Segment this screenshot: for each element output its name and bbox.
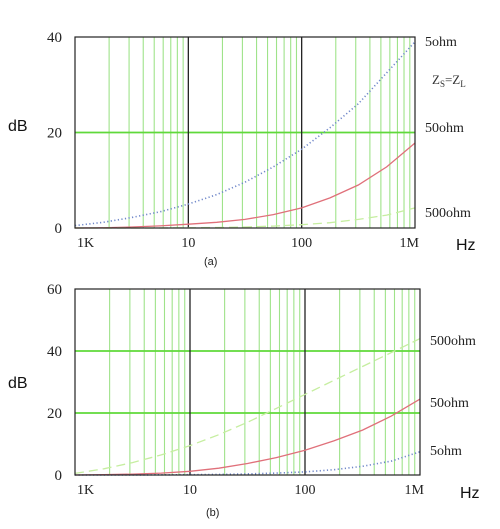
x-tick-label: 1K (77, 236, 94, 251)
series-label-5ohm: 5ohm (425, 35, 457, 50)
y-tick-label: 60 (47, 282, 62, 298)
series-label-500ohm: 500ohm (425, 206, 471, 221)
series-labels-a: 5ohm 50ohm 500ohm (425, 35, 471, 221)
y-tick-label: 40 (47, 344, 62, 360)
series-line-500ohm (74, 338, 421, 475)
panel-label-b: (b) (206, 507, 219, 519)
series-label-50ohm: 50ohm (430, 396, 469, 411)
annot-sub-l: L (460, 79, 466, 89)
plot-frame-b (74, 288, 421, 476)
y-axis-label-b: dB (8, 375, 28, 392)
panel-label-a: (a) (204, 256, 217, 268)
impedance-annotation: ZS=ZL (432, 72, 466, 89)
grid-a (75, 37, 415, 228)
x-tick-label: 10 (183, 483, 197, 498)
x-tick-label: 10 (181, 236, 195, 251)
series-line-5ohm (74, 41, 416, 227)
series-line-50ohm (74, 142, 416, 229)
series-labels-b: 500ohm 50ohm 5ohm (430, 334, 476, 459)
series-line-50ohm (74, 398, 421, 476)
y-tick-label: 20 (47, 406, 62, 422)
y-ticks-b: 0 20 40 60 (47, 282, 62, 484)
y-tick-label: 20 (47, 126, 62, 142)
curves-a (74, 41, 416, 229)
x-tick-label: 100 (291, 236, 312, 251)
series-label-500ohm: 500ohm (430, 334, 476, 349)
plot-frame-a (74, 36, 416, 229)
x-tick-label: 1M (400, 236, 420, 251)
y-axis-label-a: dB (8, 118, 28, 135)
x-axis-label-a: Hz (456, 237, 476, 254)
x-tick-label: 100 (295, 483, 316, 498)
chart-panel-a: 0 20 40 1K 10 100 1M dB Hz (a) ZS=ZL 5ohm 50oh… (8, 30, 476, 268)
x-ticks-b: 1K 10 100 1M (77, 483, 425, 498)
annot-z: Z (432, 72, 440, 87)
grid-b (75, 289, 420, 475)
x-tick-label: 1K (77, 483, 94, 498)
y-tick-label: 40 (47, 30, 62, 46)
annot-sub-s: S (440, 79, 445, 89)
series-label-50ohm: 50ohm (425, 121, 464, 136)
y-tick-label: 0 (55, 468, 63, 484)
curves-b (74, 338, 421, 476)
y-ticks-a: 0 20 40 (47, 30, 62, 237)
x-tick-label: 1M (405, 483, 425, 498)
annot-eq: =Z (445, 72, 460, 87)
x-axis-label-b: Hz (460, 485, 480, 502)
x-ticks-a: 1K 10 100 1M (77, 236, 420, 251)
series-label-5ohm: 5ohm (430, 444, 462, 459)
y-tick-label: 0 (55, 221, 63, 237)
